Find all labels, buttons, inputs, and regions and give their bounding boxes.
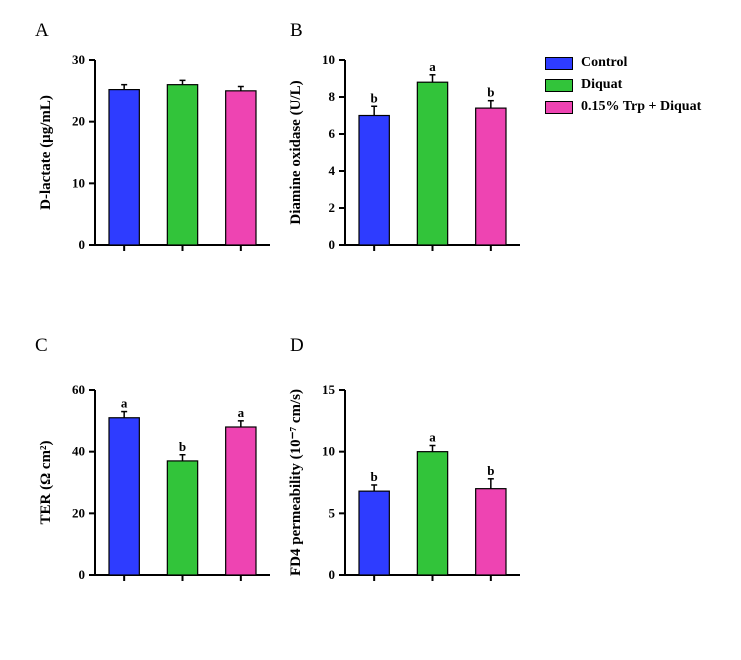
y-tick-label: 30 [72,52,85,67]
y-tick-label: 10 [322,444,335,459]
y-tick-label: 0 [79,237,86,252]
bar-chart-svg: 0 2 4 6 8 10 Diamine oxidase (U/L) b a b [275,40,540,265]
legend-item: Control [545,55,701,71]
bar-chart-svg: 0 20 40 60 TER (Ω cm²) a b a [25,370,290,595]
legend-swatch-icon [545,101,573,114]
y-axis-label: TER (Ω cm²) [38,441,54,525]
y-tick-label: 5 [329,505,336,520]
y-tick-label: 10 [322,52,335,67]
significance-label: a [429,59,436,74]
panel-label-C: C [35,335,48,357]
significance-label: b [487,463,494,478]
bar [167,85,197,245]
y-axis-label: D-lactate (μg/mL) [38,95,54,210]
chart-D: 0 5 10 15 FD4 permeability (10⁻⁷ cm/s) b a b [275,370,540,600]
y-tick-label: 4 [329,163,336,178]
y-tick-label: 0 [79,567,86,582]
bar [109,418,139,575]
y-tick-label: 20 [72,505,85,520]
bar [359,116,389,246]
legend-label: Control [581,55,627,71]
legend-label: 0.15% Trp + Diquat [581,99,701,115]
y-axis-label: FD4 permeability (10⁻⁷ cm/s) [288,389,304,576]
figure-root: A B C D 0 10 20 30 D-lactate (μg/mL) 0 2 4 6 8 10… [0,0,741,660]
significance-label: b [179,439,186,454]
y-tick-label: 6 [329,126,336,141]
y-tick-label: 2 [329,200,336,215]
legend-swatch-icon [545,79,573,92]
bar-chart-svg: 0 10 20 30 D-lactate (μg/mL) [25,40,290,265]
y-tick-label: 8 [329,89,336,104]
panel-label-B: B [290,20,303,42]
bar [226,91,256,245]
y-tick-label: 15 [322,382,336,397]
bar [417,82,447,245]
bar [476,489,506,575]
bar [359,491,389,575]
bar [417,452,447,575]
significance-label: b [371,90,378,105]
y-tick-label: 10 [72,175,85,190]
significance-label: a [121,396,128,411]
chart-A: 0 10 20 30 D-lactate (μg/mL) [25,40,290,270]
significance-label: a [429,430,436,445]
chart-C: 0 20 40 60 TER (Ω cm²) a b a [25,370,290,600]
y-axis-label: Diamine oxidase (U/L) [288,80,304,224]
bar [109,90,139,245]
y-tick-label: 0 [329,237,336,252]
bar [226,427,256,575]
y-tick-label: 0 [329,567,336,582]
bar [476,108,506,245]
significance-label: b [487,85,494,100]
panel-label-D: D [290,335,304,357]
bar [167,461,197,575]
y-tick-label: 60 [72,382,85,397]
legend-item: 0.15% Trp + Diquat [545,99,701,115]
significance-label: a [238,405,245,420]
chart-B: 0 2 4 6 8 10 Diamine oxidase (U/L) b a b [275,40,540,270]
y-tick-label: 20 [72,114,85,129]
legend: Control Diquat 0.15% Trp + Diquat [545,55,701,121]
legend-label: Diquat [581,77,622,93]
significance-label: b [371,469,378,484]
bar-chart-svg: 0 5 10 15 FD4 permeability (10⁻⁷ cm/s) b a b [275,370,540,595]
legend-swatch-icon [545,57,573,70]
y-tick-label: 40 [72,444,85,459]
panel-label-A: A [35,20,49,42]
legend-item: Diquat [545,77,701,93]
